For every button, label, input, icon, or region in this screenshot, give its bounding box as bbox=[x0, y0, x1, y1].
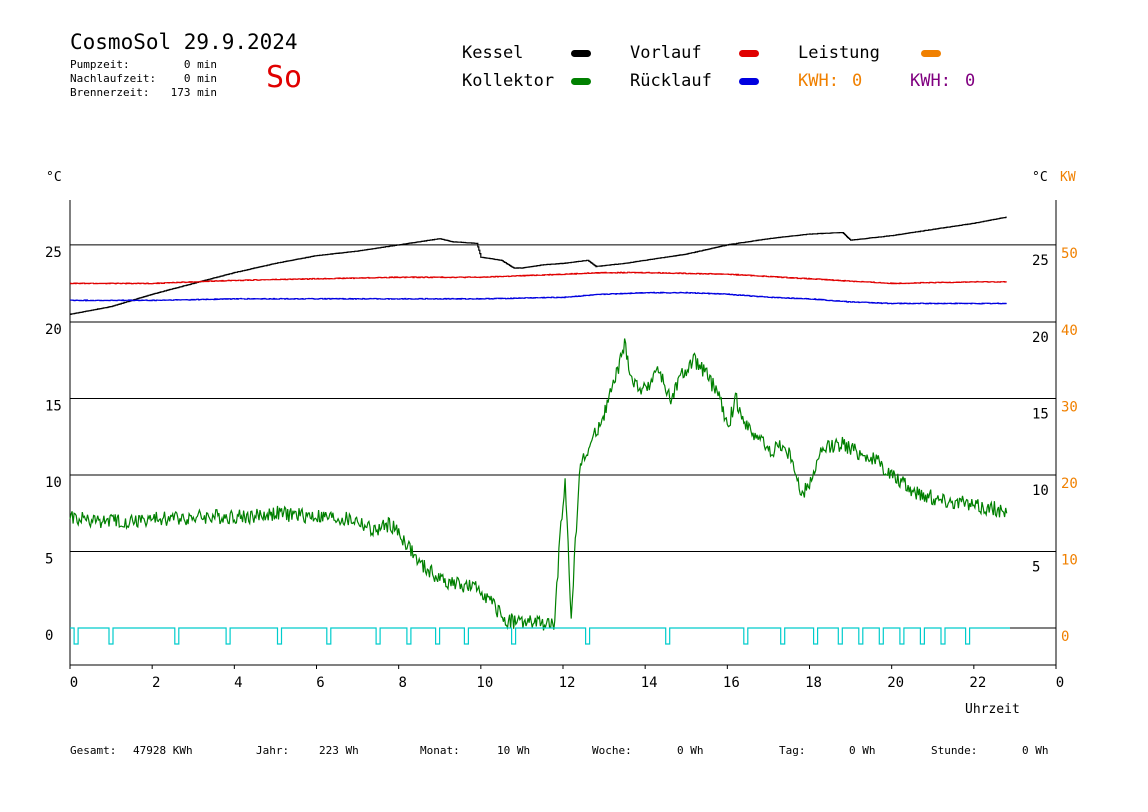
right-kw-tick-label: 50 bbox=[1061, 246, 1078, 262]
right-kw-tick-label: 40 bbox=[1061, 323, 1078, 339]
footer-tag-label: Tag: bbox=[779, 744, 806, 757]
right-axis-unit-kw: KW bbox=[1060, 170, 1076, 185]
legend-ruecklauf-swatch bbox=[739, 78, 759, 85]
x-tick-label: 2 bbox=[152, 675, 160, 691]
x-tick-label: 18 bbox=[805, 675, 822, 691]
stat-brennerzeit-value: 173 min bbox=[170, 86, 217, 99]
x-tick-label: 12 bbox=[559, 675, 576, 691]
series-kollektor-line bbox=[69, 338, 1008, 631]
footer-jahr-value: 223 Wh bbox=[319, 744, 359, 757]
x-tick-label: 0 bbox=[70, 675, 78, 691]
footer-monat-label: Monat: bbox=[420, 744, 460, 757]
footer-gesamt-value: 47928 KWh bbox=[133, 744, 193, 757]
right-axis-unit: °C bbox=[1032, 170, 1048, 185]
stat-pumpzeit-value: 0 min bbox=[183, 58, 217, 71]
footer-stunde-value: 0 Wh bbox=[1022, 744, 1049, 757]
x-tick-label: 0 bbox=[1056, 675, 1064, 691]
right-tick-label: 10 bbox=[1032, 483, 1049, 499]
x-tick-label: 22 bbox=[969, 675, 986, 691]
footer-tag-value: 0 Wh bbox=[849, 744, 876, 757]
series-vorlauf-line bbox=[70, 271, 1007, 285]
legend-vorlauf-label: Vorlauf bbox=[630, 43, 702, 63]
legend-kwh-purple-label: KWH: bbox=[910, 71, 951, 91]
right-kw-tick-label: 10 bbox=[1061, 553, 1078, 569]
right-tick-label: 15 bbox=[1032, 407, 1049, 423]
x-tick-label: 8 bbox=[398, 675, 406, 691]
legend-kwh-purple-value: 0 bbox=[965, 71, 976, 91]
left-tick-label: 5 bbox=[45, 552, 53, 568]
legend-kwh-orange-label: KWH: bbox=[798, 71, 839, 91]
series-kessel-line bbox=[70, 216, 1007, 315]
right-tick-label: 20 bbox=[1032, 330, 1049, 346]
left-axis-unit: °C bbox=[46, 170, 62, 185]
footer-woche-value: 0 Wh bbox=[677, 744, 704, 757]
footer-jahr-label: Jahr: bbox=[256, 744, 290, 757]
stat-nachlaufzeit-label: Nachlaufzeit: bbox=[70, 72, 157, 85]
stat-nachlaufzeit-value: 0 min bbox=[183, 72, 217, 85]
footer-woche-label: Woche: bbox=[592, 744, 632, 757]
left-tick-label: 0 bbox=[45, 628, 53, 644]
legend-kwh-orange-value: 0 bbox=[852, 71, 863, 91]
legend-kollektor-label: Kollektor bbox=[462, 71, 555, 91]
left-tick-label: 20 bbox=[45, 322, 62, 338]
footer-stunde-label: Stunde: bbox=[931, 744, 978, 757]
x-axis-label: Uhrzeit bbox=[965, 702, 1020, 717]
legend-vorlauf-swatch bbox=[739, 50, 759, 57]
pump-pulse-line bbox=[70, 627, 1010, 645]
footer-gesamt-label: Gesamt: bbox=[70, 744, 117, 757]
weekday-label: So bbox=[266, 60, 303, 95]
legend-ruecklauf-label: Rücklauf bbox=[630, 71, 712, 91]
x-tick-label: 10 bbox=[476, 675, 493, 691]
x-tick-label: 4 bbox=[234, 675, 242, 691]
right-kw-tick-label: 30 bbox=[1061, 400, 1078, 416]
x-tick-label: 14 bbox=[641, 675, 658, 691]
legend-leistung-swatch bbox=[921, 50, 941, 57]
legend-kollektor-swatch bbox=[571, 78, 591, 85]
stat-pumpzeit-label: Pumpzeit: bbox=[70, 58, 130, 71]
legend-kessel-swatch bbox=[571, 50, 591, 57]
right-tick-label: 25 bbox=[1032, 253, 1049, 269]
legend-leistung-label: Leistung bbox=[798, 43, 880, 63]
legend-kessel-label: Kessel bbox=[462, 43, 524, 63]
right-tick-label: 5 bbox=[1032, 560, 1040, 576]
left-tick-label: 25 bbox=[45, 245, 62, 261]
x-tick-label: 6 bbox=[316, 675, 324, 691]
chart-title: CosmoSol 29.9.2024 bbox=[70, 30, 298, 54]
x-tick-label: 20 bbox=[887, 675, 904, 691]
stat-brennerzeit-label: Brennerzeit: bbox=[70, 86, 150, 99]
right-kw-tick-label: 0 bbox=[1061, 629, 1069, 645]
left-tick-label: 15 bbox=[45, 399, 62, 415]
x-tick-label: 16 bbox=[723, 675, 740, 691]
right-kw-tick-label: 20 bbox=[1061, 476, 1078, 492]
footer-monat-value: 10 Wh bbox=[497, 744, 531, 757]
series-ruecklauf-line bbox=[70, 291, 1007, 305]
left-tick-label: 10 bbox=[45, 475, 62, 491]
